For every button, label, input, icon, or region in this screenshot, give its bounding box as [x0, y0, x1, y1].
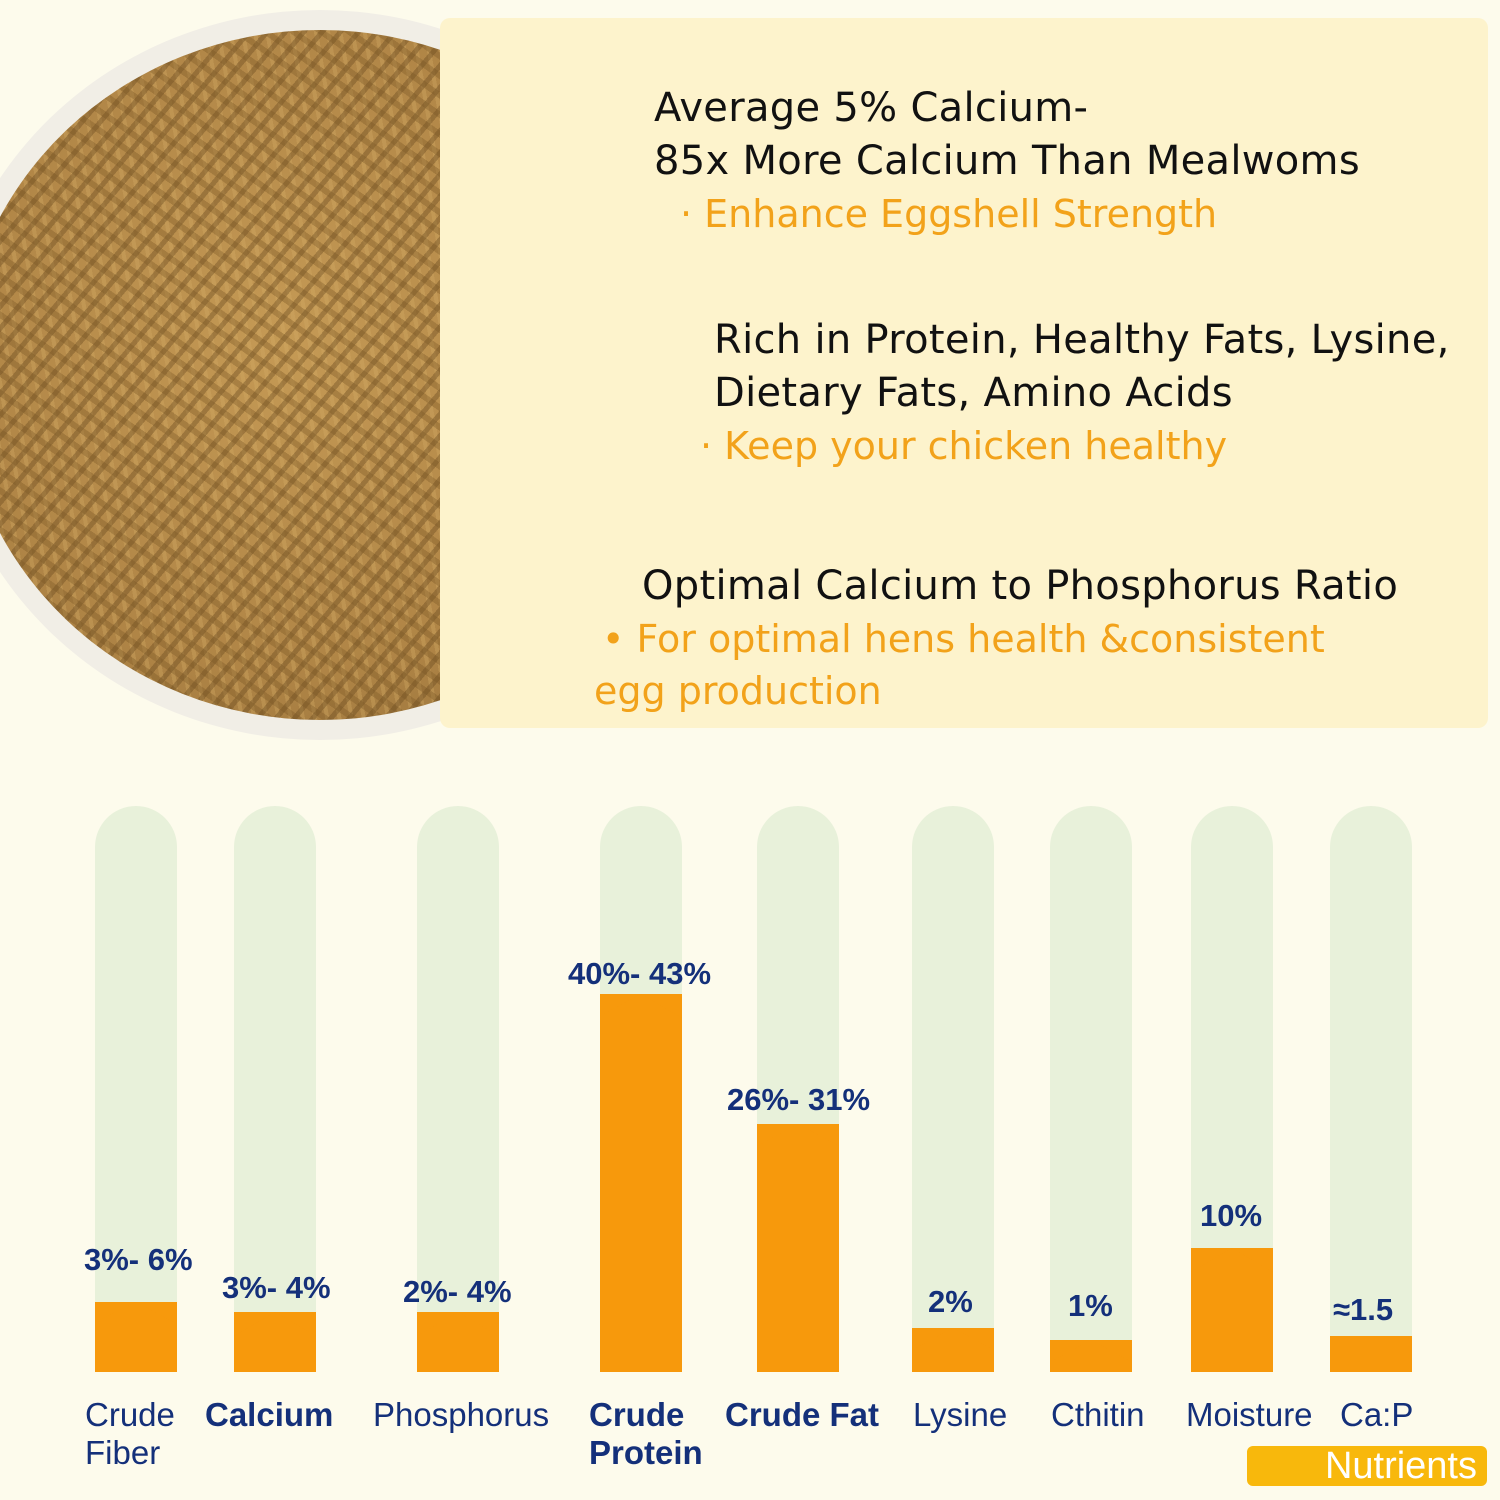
feature-protein: Rich in Protein, Healthy Fats, Lysine, D…: [700, 314, 1450, 472]
bar-track-calcium: [234, 806, 316, 1372]
bar-track-crude-protein: [600, 806, 682, 1372]
bar-crude-protein: [600, 994, 682, 1372]
bar-phosphorus: [417, 1312, 499, 1372]
bar-crude-fat: [757, 1124, 839, 1372]
feature-headline: Dietary Fats, Amino Acids: [714, 370, 1233, 416]
bar-track-lysine: [912, 806, 994, 1372]
features-panel: [440, 18, 1488, 728]
value-label: 10%: [1200, 1198, 1263, 1233]
bar-ca-p: [1330, 1336, 1412, 1372]
value-label: 26%- 31%: [727, 1082, 871, 1117]
feature-benefit: egg production: [594, 669, 882, 713]
feature-benefit: · Enhance Eggshell Strength: [680, 192, 1218, 236]
category-label: Moisture: [1186, 1396, 1313, 1433]
category-label: Ca:P: [1340, 1396, 1414, 1433]
bar-track-ca-p: [1330, 806, 1412, 1372]
bar-track-phosphorus: [417, 806, 499, 1372]
bar-track-crude-fiber: [95, 806, 177, 1372]
value-label: 1%: [1068, 1288, 1113, 1323]
bar-track-moisture: [1191, 806, 1273, 1372]
category-label: Crude Fat: [725, 1396, 880, 1433]
bar-track-crude-fat: [757, 806, 839, 1372]
bar-track-cthitin: [1050, 806, 1132, 1372]
category-label: Lysine: [913, 1396, 1008, 1433]
feature-calcium: Average 5% Calcium- 85x More Calcium Tha…: [654, 82, 1360, 240]
value-label: 3%- 6%: [84, 1242, 193, 1277]
value-label: 40%- 43%: [568, 956, 712, 991]
bar-calcium: [234, 1312, 316, 1372]
value-label: ≈1.5: [1333, 1292, 1394, 1327]
feature-headline: Rich in Protein, Healthy Fats, Lysine,: [714, 317, 1450, 363]
value-label: 2%: [928, 1284, 973, 1319]
feature-benefit: • For optimal hens health &consistent: [602, 617, 1325, 661]
value-label: 2%- 4%: [403, 1274, 512, 1309]
bar-lysine: [912, 1328, 994, 1372]
category-label: Crude Protein: [589, 1396, 703, 1471]
category-label: Cthitin: [1051, 1396, 1145, 1433]
feature-headline: Optimal Calcium to Phosphorus Ratio: [642, 563, 1399, 609]
feature-headline: Average 5% Calcium-: [654, 85, 1089, 131]
bar-cthitin: [1050, 1340, 1132, 1372]
bar-crude-fiber: [95, 1302, 177, 1372]
nutrient-chart: 3%- 6% Crude Fiber 3%- 4% Calcium 2%- 4%…: [0, 800, 1500, 1500]
feature-headline: 85x More Calcium Than Mealwoms: [654, 138, 1360, 184]
category-label: Phosphorus: [373, 1396, 550, 1433]
category-label: Crude Fiber: [85, 1396, 175, 1471]
bar-moisture: [1191, 1248, 1273, 1372]
nutrients-badge: Nutrients: [1247, 1446, 1487, 1486]
value-label: 3%- 4%: [222, 1270, 331, 1305]
category-label: Calcium: [205, 1396, 334, 1433]
feature-benefit: · Keep your chicken healthy: [700, 424, 1228, 468]
feature-ratio: Optimal Calcium to Phosphorus Ratio • Fo…: [594, 560, 1399, 717]
